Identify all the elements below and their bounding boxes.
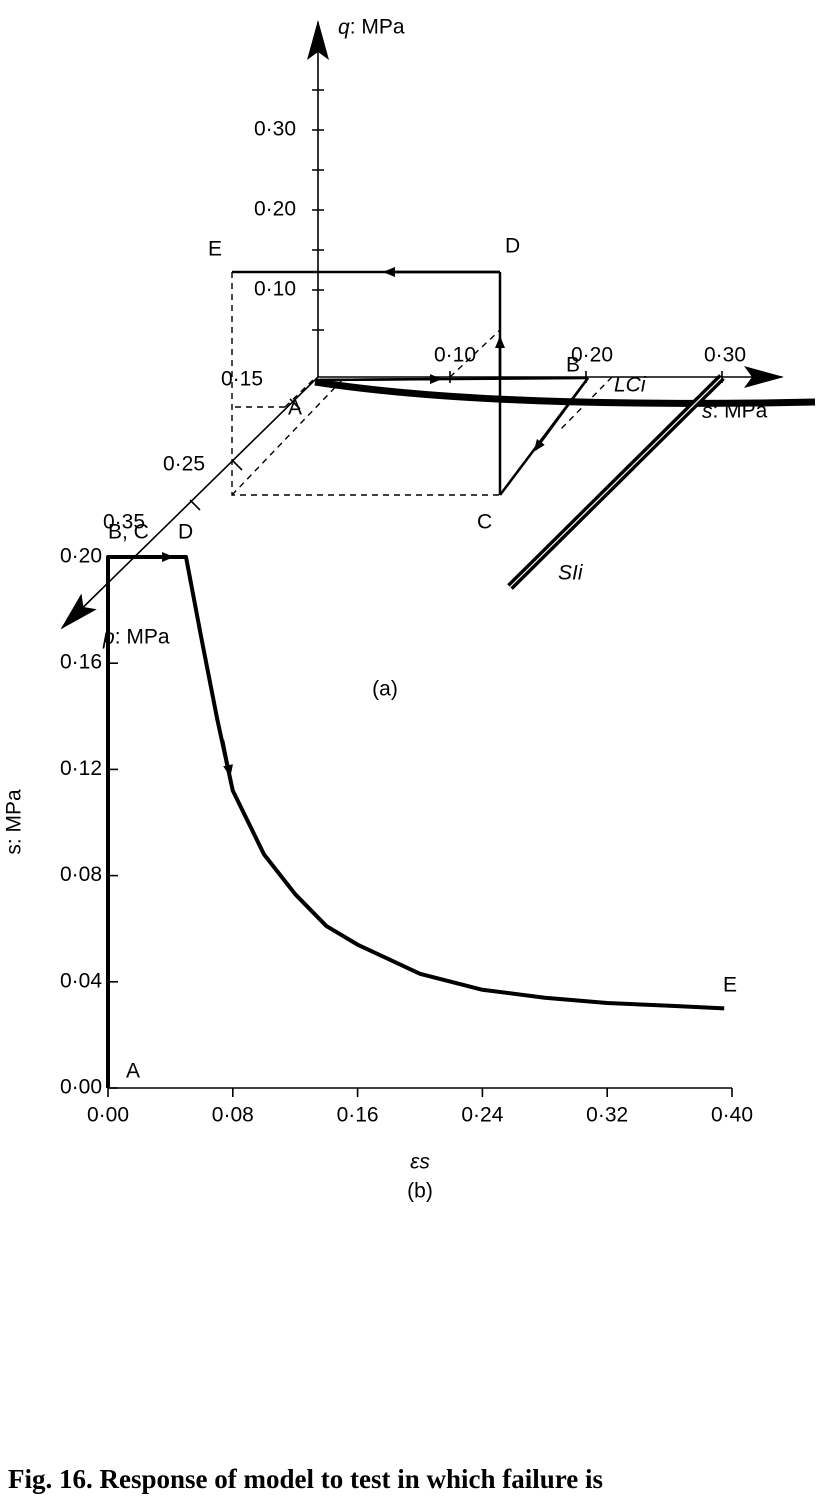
curve-label: SIi [558, 562, 584, 585]
x-tick-label: 0·40 [711, 1104, 753, 1127]
lc-curve [314, 378, 816, 407]
y-tick-label: 0·20 [60, 545, 102, 568]
si-line-inner [509, 376, 723, 588]
y-tick-label: 0·04 [60, 969, 102, 992]
x-tick-label: 0·08 [212, 1104, 254, 1127]
arrow-ab [319, 374, 442, 385]
arrow-bc [533, 377, 590, 452]
x-axis-label: εs [410, 1151, 430, 1174]
tick-marks [189, 89, 723, 511]
chart-b: s: MPa εs (b) A B, C D E 0·00 0·04 0·08 0·1… [3, 521, 753, 1203]
panel-label: (b) [407, 1180, 433, 1203]
annotation: A [126, 1060, 140, 1083]
x-tick-label: 0·16 [337, 1104, 379, 1127]
panel-label: (a) [372, 678, 398, 701]
q-axis-label: q: MPa [338, 16, 405, 39]
y-tick-label: 0·08 [60, 863, 102, 886]
guide-lines [231, 272, 613, 496]
curve-label: LCi [614, 374, 647, 397]
q-tick: 0·30 [254, 118, 296, 141]
s-tick: 0·10 [434, 344, 476, 367]
x-tick-label: 0·00 [87, 1104, 129, 1127]
x-tick-label: 0·24 [461, 1104, 503, 1127]
p-axis [60, 376, 319, 630]
point-label: B [566, 354, 580, 377]
data-line [106, 555, 725, 1088]
p-tick: 0·15 [221, 368, 263, 391]
annotation: E [723, 974, 737, 997]
p-tick: 0·25 [163, 453, 205, 476]
p-axis-label: p: MPa [102, 626, 170, 649]
point-label: D [505, 235, 520, 258]
s-tick: 0·30 [704, 344, 746, 367]
annotation: B, C [108, 521, 149, 544]
q-tick: 0·10 [254, 278, 296, 301]
p-tick: 0·35 [103, 511, 145, 534]
point-label: C [477, 511, 492, 534]
x-tick-label: 0·32 [586, 1104, 628, 1127]
annotation: D [178, 521, 193, 544]
caption: Fig. 16. Response of model to test in wh… [8, 1464, 603, 1494]
y-axis-label: s: MPa [3, 789, 26, 855]
point-label: A [288, 397, 302, 420]
q-tick: 0·20 [254, 198, 296, 221]
y-tick-label: 0·00 [60, 1076, 102, 1099]
s-axis-label: s: MPa [702, 400, 768, 423]
point-label: E [208, 238, 222, 261]
s-tick: 0·20 [571, 344, 613, 367]
y-tick-label: 0·16 [60, 651, 102, 674]
diagram-a: q: MPa s: MPa p: MPa 0·30 0·20 0·10 0·10… [60, 16, 816, 701]
y-tick-label: 0·12 [60, 757, 102, 780]
